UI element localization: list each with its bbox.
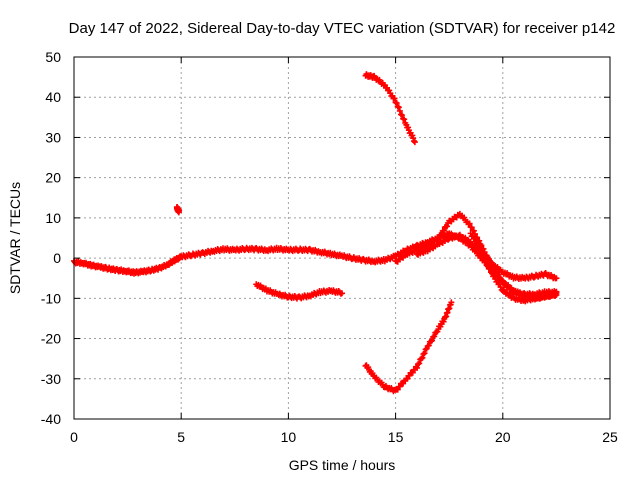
data-point xyxy=(475,241,482,248)
data-point xyxy=(482,259,489,266)
data-point xyxy=(444,223,451,230)
data-point xyxy=(469,232,476,239)
y-tick-label: 0 xyxy=(53,250,61,266)
x-tick-label: 15 xyxy=(388,429,404,445)
data-point xyxy=(476,243,483,250)
data-point xyxy=(486,265,493,272)
data-point xyxy=(410,135,417,142)
series-arc-2 xyxy=(173,204,183,216)
series-arc-3 xyxy=(253,281,345,302)
data-point xyxy=(339,290,345,297)
grid-lines xyxy=(74,57,610,419)
y-tick-label: 30 xyxy=(45,129,61,145)
data-point xyxy=(474,234,481,241)
data-point xyxy=(411,138,418,145)
y-tick-label: -20 xyxy=(41,331,61,347)
data-point xyxy=(401,116,408,123)
data-point xyxy=(468,224,475,231)
y-tick-label: 10 xyxy=(45,210,61,226)
y-tick-label: 50 xyxy=(45,49,61,65)
data-point xyxy=(491,273,498,280)
x-axis-label: GPS time / hours xyxy=(289,457,396,473)
data-point xyxy=(409,369,416,376)
data-point xyxy=(406,372,413,379)
data-point xyxy=(422,346,429,353)
data-point xyxy=(466,220,473,227)
chart-title: Day 147 of 2022, Sidereal Day-to-day VTE… xyxy=(69,20,616,37)
data-point xyxy=(399,112,406,119)
data-point xyxy=(429,337,436,344)
y-tick-label: 40 xyxy=(45,89,61,105)
data-point xyxy=(416,360,423,367)
data-point xyxy=(425,342,432,349)
data-point xyxy=(431,333,438,340)
data-point xyxy=(421,350,428,357)
series-arc-5 xyxy=(362,299,455,395)
data-point xyxy=(495,271,502,278)
data-point xyxy=(393,100,400,107)
y-tick-label: -40 xyxy=(41,411,61,427)
data-point xyxy=(394,386,401,393)
data-point xyxy=(395,104,402,111)
data-point xyxy=(498,277,505,284)
data-point xyxy=(176,207,183,214)
data-point xyxy=(553,291,560,298)
data-point xyxy=(440,227,447,234)
data-point xyxy=(484,262,491,269)
data-point xyxy=(448,299,455,306)
data-point xyxy=(400,380,407,387)
data-point xyxy=(497,284,504,291)
x-tick-label: 10 xyxy=(281,429,297,445)
data-point xyxy=(411,139,418,146)
y-tick-label: 20 xyxy=(45,170,61,186)
data-point xyxy=(419,354,426,361)
data-point xyxy=(405,124,412,131)
data-point xyxy=(481,255,488,262)
data-point xyxy=(396,383,403,390)
plot-border xyxy=(73,56,611,420)
axis-ticks: 0 5 10 15 20 25 -40 -30 -20 -10 0 10 20 30 40 50 xyxy=(41,49,618,445)
data-point xyxy=(479,252,486,259)
data-point xyxy=(414,364,421,371)
y-tick-label: -10 xyxy=(41,290,61,306)
data-point xyxy=(496,281,503,288)
series-arc-4 xyxy=(362,71,418,146)
data-point xyxy=(415,361,422,368)
data-point xyxy=(438,231,445,238)
x-tick-label: 25 xyxy=(602,429,618,445)
data-point xyxy=(470,227,477,234)
data-point xyxy=(386,87,393,94)
series-arc-1 xyxy=(71,230,560,299)
data-point xyxy=(409,132,416,139)
data-point xyxy=(404,375,411,382)
data-markers xyxy=(71,71,560,395)
data-point xyxy=(396,107,403,114)
series-arc-8 xyxy=(414,231,560,305)
x-tick-label: 0 xyxy=(70,429,78,445)
data-point xyxy=(420,351,427,358)
y-axis-label: SDTVAR / TECUs xyxy=(7,182,23,294)
y-tick-label: -30 xyxy=(41,371,61,387)
data-point xyxy=(552,292,559,299)
data-point xyxy=(553,275,560,282)
x-tick-label: 5 xyxy=(177,429,185,445)
data-point xyxy=(391,95,398,102)
x-tick-label: 20 xyxy=(495,429,511,445)
data-point xyxy=(418,355,425,362)
data-point xyxy=(477,248,484,255)
